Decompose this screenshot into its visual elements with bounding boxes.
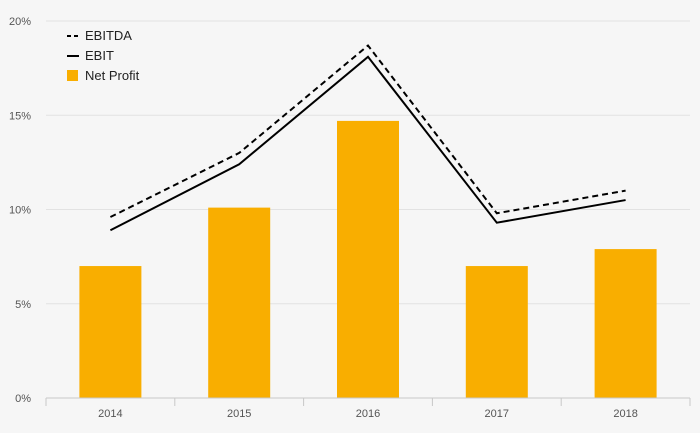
line-ebit[interactable] (109, 55, 626, 232)
bars-net-profit (79, 120, 657, 398)
y-tick-label: 0% (15, 393, 31, 405)
legend-item-net-profit[interactable]: Net Profit (67, 68, 140, 83)
bar-net-profit-2016[interactable] (337, 120, 399, 398)
legend-label-net-profit: Net Profit (85, 68, 140, 83)
line-series (109, 44, 626, 232)
bar-net-profit-2014[interactable] (79, 266, 142, 398)
y-axis: 0% 5% 10% 15% 20% (9, 16, 31, 405)
bar-net-profit-2015[interactable] (208, 207, 271, 398)
legend-label-ebit: EBIT (85, 48, 114, 63)
x-tick-label: 2016 (356, 408, 380, 420)
legend-square-icon (67, 70, 78, 81)
y-tick-label: 5% (15, 299, 31, 311)
x-tick-label: 2018 (613, 408, 637, 420)
bar-net-profit-2018[interactable] (594, 249, 657, 398)
x-tick-label: 2017 (485, 408, 509, 420)
y-tick-label: 10% (9, 205, 31, 217)
bar-net-profit-2017[interactable] (465, 266, 528, 398)
x-tick-label: 2015 (227, 408, 251, 420)
y-tick-label: 20% (9, 16, 31, 28)
x-axis: 2014 2015 2016 2017 2018 (45, 397, 691, 420)
legend-label-ebitda: EBITDA (85, 28, 132, 43)
legend-item-ebit[interactable]: EBIT (67, 48, 114, 63)
legend-item-ebitda[interactable]: EBITDA (67, 28, 132, 43)
x-tick-label: 2014 (98, 408, 122, 420)
y-tick-label: 15% (9, 110, 31, 122)
line-ebitda[interactable] (109, 44, 626, 218)
legend: EBITDA EBIT Net Profit (67, 28, 140, 83)
